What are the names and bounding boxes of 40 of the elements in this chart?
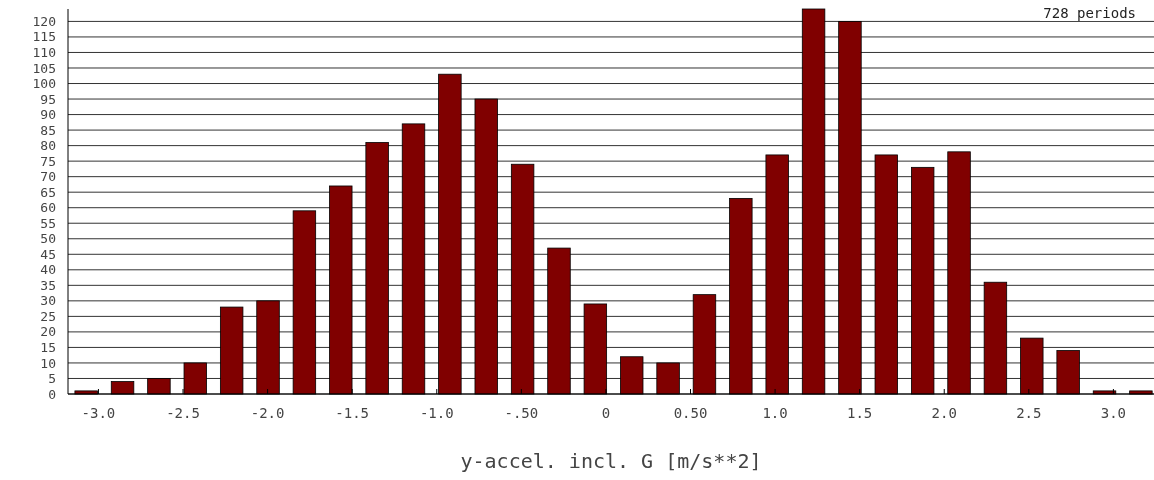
y-tick-label: 120 bbox=[32, 13, 56, 29]
y-tick-label: 35 bbox=[40, 277, 56, 293]
y-tick-label: 15 bbox=[40, 339, 56, 355]
y-tick-label: 50 bbox=[40, 231, 56, 247]
y-tick-label: 80 bbox=[40, 138, 56, 154]
x-tick-label: 3.0 bbox=[1100, 405, 1127, 421]
y-tick-label: 60 bbox=[40, 200, 56, 216]
y-tick-label: 100 bbox=[32, 76, 56, 92]
y-tick-label: 85 bbox=[40, 122, 56, 138]
x-tick-label: -3.0 bbox=[81, 405, 116, 421]
x-tick-label: 0.50 bbox=[673, 405, 708, 421]
y-tick-label: 30 bbox=[40, 293, 56, 309]
x-tick-label: 0 bbox=[601, 405, 611, 421]
y-tick-label: 75 bbox=[40, 153, 56, 169]
y-tick-label: 20 bbox=[40, 324, 56, 340]
x-tick-label: -2.0 bbox=[250, 405, 285, 421]
x-tick-label: 1.5 bbox=[847, 405, 873, 421]
y-tick-label: 105 bbox=[32, 60, 56, 76]
x-tick-label: -.50 bbox=[504, 405, 539, 421]
x-tick-label: -2.5 bbox=[166, 405, 200, 421]
x-tick-label: 2.5 bbox=[1016, 405, 1042, 421]
y-tick-label: 110 bbox=[32, 45, 56, 61]
y-tick-label: 55 bbox=[40, 215, 56, 231]
y-tick-label: 45 bbox=[40, 246, 56, 262]
y-tick-label: 10 bbox=[40, 355, 56, 371]
x-tick-label: -1.0 bbox=[419, 405, 454, 421]
annotation: 728 periods bbox=[1043, 5, 1136, 21]
x-tick-label: 2.0 bbox=[931, 405, 957, 421]
x-axis-title: y-accel. incl. G [m/s**2] bbox=[460, 449, 762, 473]
y-tick-label: 90 bbox=[40, 107, 56, 123]
y-tick-label: 5 bbox=[48, 371, 56, 387]
y-tick-label: 95 bbox=[40, 91, 56, 107]
y-tick-label: 25 bbox=[40, 308, 56, 324]
y-tick-label: 70 bbox=[40, 169, 56, 185]
y-tick-label: 0 bbox=[48, 386, 56, 402]
y-tick-label: 115 bbox=[32, 29, 56, 45]
x-tick-label: -1.5 bbox=[335, 405, 370, 421]
y-tick-label: 65 bbox=[40, 184, 56, 200]
x-tick-label: 1.0 bbox=[762, 405, 788, 421]
y-tick-label: 40 bbox=[40, 262, 56, 278]
